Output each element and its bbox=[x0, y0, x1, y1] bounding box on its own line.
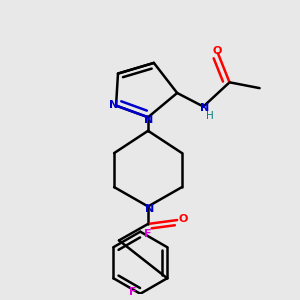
Text: N: N bbox=[200, 103, 209, 112]
Text: O: O bbox=[212, 46, 222, 56]
Text: F: F bbox=[129, 287, 136, 297]
Text: F: F bbox=[144, 229, 152, 238]
Text: H: H bbox=[206, 111, 214, 121]
Text: N: N bbox=[109, 100, 118, 110]
Text: O: O bbox=[178, 214, 188, 224]
Text: N: N bbox=[146, 204, 154, 214]
Text: N: N bbox=[144, 115, 154, 125]
